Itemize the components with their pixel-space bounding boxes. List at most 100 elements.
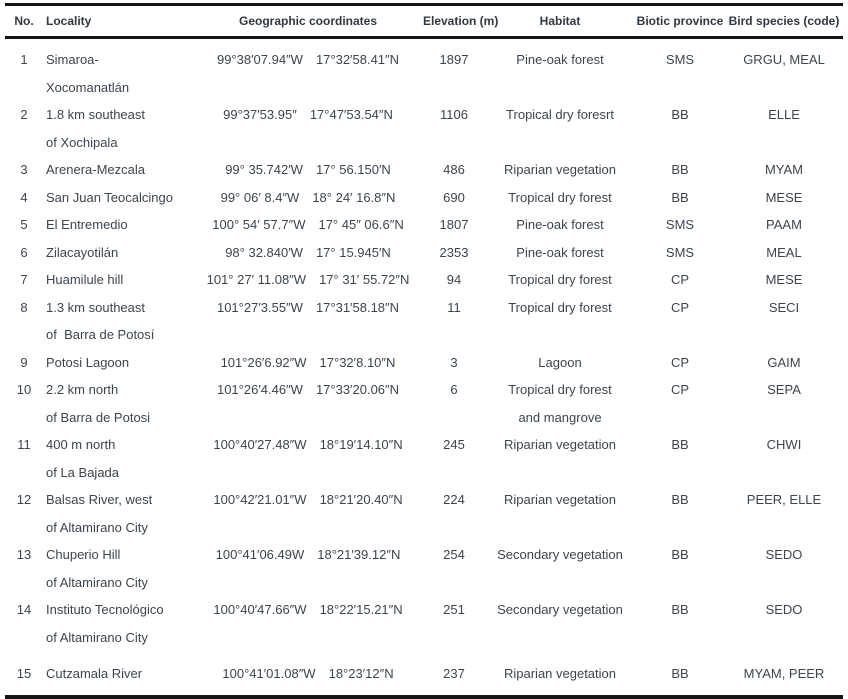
habitat-cell: Riparian vegetation xyxy=(485,651,635,697)
biotic-province-value: CP xyxy=(670,272,690,287)
coordinates-cell: 101° 27′ 11.08″W 17° 31′ 55.72″N xyxy=(193,266,423,294)
header-row: No. Locality Geographic coordinates Elev… xyxy=(5,4,843,39)
habitat-line: Riparian vegetation xyxy=(503,437,617,452)
row-number: 13 xyxy=(16,547,32,562)
latitude-value: 17°47′53.54″N xyxy=(309,107,393,122)
coordinates-cell: 100°40′27.48″W 18°19′14.10″N xyxy=(193,431,423,486)
biotic-province-value: SMS xyxy=(665,244,695,260)
habitat-cell: Secondary vegetation xyxy=(485,596,635,651)
longitude-value: 99° 06′ 8.4″W xyxy=(220,189,300,205)
elevation-value: 237 xyxy=(443,666,465,681)
locality-line: Arenera-Mezcala xyxy=(46,162,145,177)
table-header: No. Locality Geographic coordinates Elev… xyxy=(5,4,843,39)
locality-cell: 400 m north of La Bajada xyxy=(43,431,193,486)
biotic-province-value: SMS xyxy=(665,217,695,232)
col-header-locality: Locality xyxy=(43,4,193,39)
habitat-line: Pine-oak forest xyxy=(516,244,604,260)
locality-line: Cutzamala River xyxy=(46,666,143,681)
localities-table: No. Locality Geographic coordinates Elev… xyxy=(5,3,843,699)
longitude-value: 100°41′01.08″W xyxy=(222,666,316,681)
habitat-line: Riparian vegetation xyxy=(503,666,617,681)
locality-line: San Juan Teocalcingo xyxy=(46,189,173,205)
col-header-biotic-province: Biotic province xyxy=(635,4,725,39)
longitude-value: 100°42′21.01″W xyxy=(213,492,307,507)
elevation-value: 1106 xyxy=(440,107,468,122)
bird-species-value: MESE xyxy=(765,189,803,205)
latitude-value: 18°22′15.21″N xyxy=(319,602,403,617)
habitat-line: Pine-oak forest xyxy=(516,52,604,67)
habitat-cell: Pine-oak forest xyxy=(485,239,635,267)
latitude-value: 17°33′20.06″N xyxy=(315,382,400,397)
locality-line: 1.8 km southeast xyxy=(46,107,145,122)
row-number: 15 xyxy=(16,666,32,681)
table-row: 4 San Juan Teocalcingo 99° 06′ 8.4″W 18° 24… xyxy=(5,184,843,212)
locality-line: Potosi Lagoon xyxy=(46,354,130,370)
locality-line: Simaroa- xyxy=(46,52,99,67)
habitat-line: Secondary vegetation xyxy=(497,547,623,562)
coordinates-cell: 99°37′53.95″ 17°47′53.54″N xyxy=(193,101,423,156)
table-row: 9 Potosi Lagoon 101°26′6.92″W 17°32′8.10″N 3… xyxy=(5,349,843,377)
row-number: 14 xyxy=(16,602,32,617)
locality-cell: Huamilule hill xyxy=(43,266,193,294)
biotic-province-value: BB xyxy=(671,547,689,562)
col-header-geographic-coordinates: Geographic coordinates xyxy=(193,4,423,39)
table-body: 1 Simaroa- Xocomanatlán 99°38′07.94″W 17°32′… xyxy=(5,38,843,697)
habitat-line: Tropical dry foresrt xyxy=(506,107,614,122)
latitude-value: 18°21′20.40″N xyxy=(319,492,403,507)
longitude-value: 101°27′3.55″W xyxy=(216,299,303,315)
table-row: 11 400 m north of La Bajada 100°40′27.48″W 1… xyxy=(5,431,843,486)
row-number: 3 xyxy=(20,162,28,177)
coordinates-cell: 100°41′06.49W 18°21′39.12″N xyxy=(193,541,423,596)
habitat-line: Riparian vegetation xyxy=(503,162,617,177)
locality-line: of Altamirano City xyxy=(46,629,148,645)
habitat-line: Lagoon xyxy=(538,354,582,370)
habitat-line: Secondary vegetation xyxy=(497,602,623,617)
elevation-value: 690 xyxy=(443,189,465,205)
col-header-elevation: Elevation (m) xyxy=(423,4,498,39)
biotic-province-value: BB xyxy=(671,437,689,452)
elevation-value: 245 xyxy=(443,437,465,452)
locality-cell: Chuperio Hill of Altamirano City xyxy=(43,541,193,596)
locality-cell: Balsas River, west of Altamirano City xyxy=(43,486,193,541)
elevation-value: 486 xyxy=(443,162,465,177)
elevation-value: 3 xyxy=(450,354,458,370)
habitat-cell: Pine-oak forest xyxy=(485,211,635,239)
latitude-value: 17° 31′ 55.72″N xyxy=(319,272,410,287)
locality-cell: 1.8 km southeast of Xochipala xyxy=(43,101,193,156)
locality-cell: Instituto Tecnológico of Altamirano City xyxy=(43,596,193,651)
biotic-province-value: BB xyxy=(671,162,689,177)
habitat-line: Riparian vegetation xyxy=(503,492,617,507)
table-row: 3 Arenera-Mezcala 99° 35.742′W 17° 56.150′N… xyxy=(5,156,843,184)
row-number: 12 xyxy=(16,492,32,507)
longitude-value: 101°26′4.46″W xyxy=(216,382,303,397)
longitude-value: 100° 54′ 57.7″W xyxy=(212,217,306,232)
habitat-cell: Lagoon xyxy=(485,349,635,377)
table-row: 13 Chuperio Hill of Altamirano City 100°41′… xyxy=(5,541,843,596)
table-row: 7 Huamilule hill 101° 27′ 11.08″W 17° 31′ 5… xyxy=(5,266,843,294)
biotic-province-value: BB xyxy=(671,189,689,205)
locality-line: Huamilule hill xyxy=(46,272,124,287)
bird-species-value: CHWI xyxy=(766,437,802,452)
habitat-line: Tropical dry forest xyxy=(508,299,612,315)
coordinates-cell: 101°27′3.55″W 17°31′58.18″N xyxy=(193,294,423,349)
row-number: 1 xyxy=(20,52,28,67)
coordinates-cell: 99° 35.742′W 17° 56.150′N xyxy=(193,156,423,184)
longitude-value: 98° 32.840′W xyxy=(225,244,303,260)
bird-species-value: SEDO xyxy=(765,602,803,617)
bird-species-value: SECI xyxy=(768,299,800,315)
coordinates-cell: 99° 06′ 8.4″W 18° 24′ 16.8″N xyxy=(193,184,423,212)
col-header-bird-species: Bird species (code) xyxy=(725,4,843,39)
table-row: 10 2.2 km north of Barra de Potosi 101°26′4… xyxy=(5,376,843,431)
coordinates-cell: 98° 32.840′W 17° 15.945′N xyxy=(193,239,423,267)
bird-species-value: MYAM xyxy=(764,162,804,177)
row-number: 8 xyxy=(20,299,28,315)
locality-line: of Barra de Potosí xyxy=(46,327,155,342)
coordinates-cell: 100° 54′ 57.7″W 17° 45″ 06.6″N xyxy=(193,211,423,239)
table-row: 2 1.8 km southeast of Xochipala 99°37′53.95… xyxy=(5,101,843,156)
biotic-province-value: BB xyxy=(671,602,689,617)
locality-line: of Altamirano City xyxy=(46,519,148,535)
bird-species-value: GRGU, MEAL xyxy=(743,52,825,67)
locality-line: 1.3 km southeast xyxy=(46,299,145,315)
latitude-value: 17° 15.945′N xyxy=(315,244,391,260)
locality-cell: 2.2 km north of Barra de Potosi xyxy=(43,376,193,431)
